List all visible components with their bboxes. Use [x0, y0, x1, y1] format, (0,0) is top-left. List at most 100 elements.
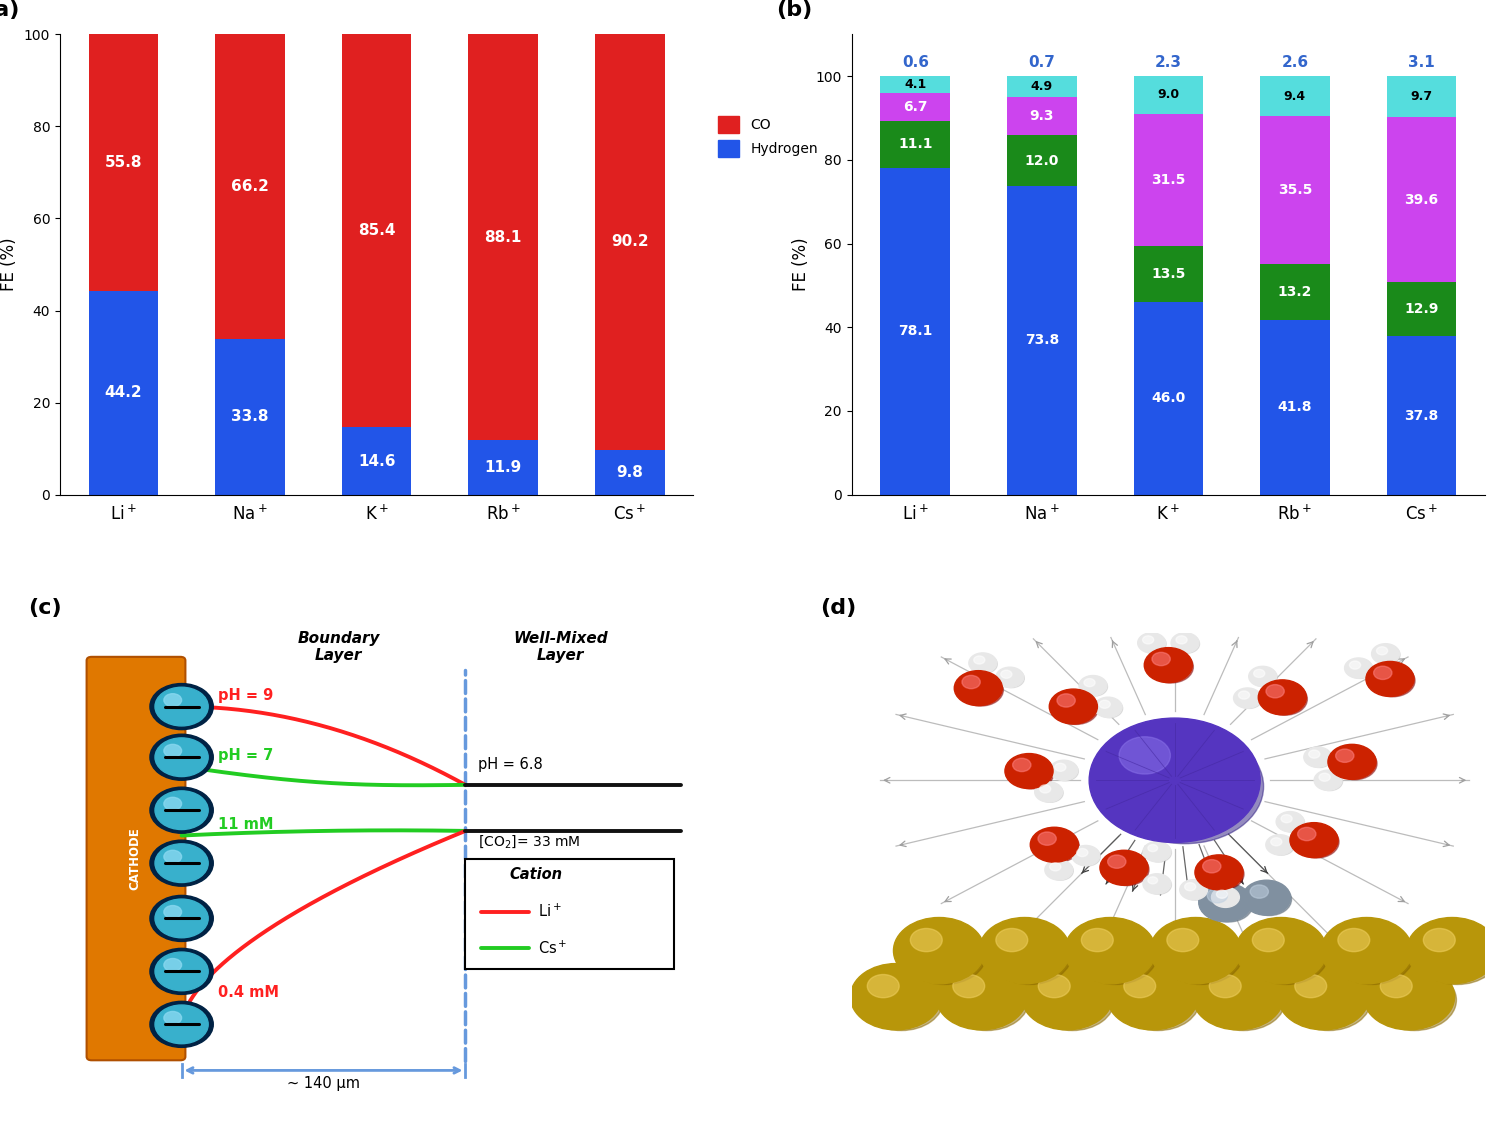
Bar: [880, 76, 950, 93]
Text: 9.3: 9.3: [1029, 109, 1054, 123]
Circle shape: [962, 675, 981, 689]
Circle shape: [1424, 928, 1455, 952]
Text: 9.4: 9.4: [1284, 90, 1306, 103]
Circle shape: [1089, 718, 1260, 843]
Circle shape: [1174, 634, 1200, 654]
Bar: [880, 167, 950, 494]
Circle shape: [1038, 784, 1064, 802]
Bar: [880, 93, 950, 121]
Circle shape: [1094, 697, 1122, 718]
Circle shape: [1242, 880, 1290, 916]
Circle shape: [1172, 633, 1198, 653]
Circle shape: [1263, 683, 1308, 715]
Circle shape: [1149, 650, 1194, 683]
Circle shape: [1038, 975, 1070, 998]
Circle shape: [1054, 693, 1098, 724]
Circle shape: [1290, 822, 1338, 858]
Y-axis label: FE (%): FE (%): [0, 238, 18, 292]
Circle shape: [1030, 969, 1114, 1031]
Text: 0.4 mM: 0.4 mM: [219, 985, 279, 1000]
Circle shape: [1082, 678, 1107, 696]
Text: pH = 7: pH = 7: [219, 747, 273, 762]
Bar: [1134, 302, 1203, 494]
Text: 14.6: 14.6: [358, 453, 396, 468]
Text: 85.4: 85.4: [358, 223, 396, 238]
Circle shape: [1050, 760, 1078, 780]
Circle shape: [1233, 688, 1262, 708]
Circle shape: [1035, 830, 1080, 862]
Bar: [468, 34, 538, 440]
Circle shape: [1035, 781, 1062, 802]
Circle shape: [1047, 861, 1074, 880]
Circle shape: [1209, 975, 1240, 998]
Circle shape: [1000, 670, 1012, 679]
Text: pH = 6.8: pH = 6.8: [478, 756, 543, 772]
Text: 11 mM: 11 mM: [219, 817, 274, 831]
Circle shape: [164, 1011, 182, 1024]
Text: 88.1: 88.1: [484, 230, 522, 245]
Circle shape: [1330, 924, 1414, 984]
Circle shape: [1270, 837, 1282, 846]
Circle shape: [1167, 928, 1198, 952]
Circle shape: [164, 797, 182, 810]
Circle shape: [1278, 964, 1370, 1030]
Circle shape: [1236, 918, 1326, 984]
Circle shape: [1200, 858, 1243, 891]
Circle shape: [1266, 685, 1284, 698]
Circle shape: [1372, 969, 1456, 1031]
Legend: CO, Hydrogen: CO, Hydrogen: [712, 110, 824, 162]
Circle shape: [1322, 918, 1412, 984]
Text: 73.8: 73.8: [1024, 334, 1059, 347]
Circle shape: [1276, 812, 1304, 831]
Text: 37.8: 37.8: [1404, 409, 1438, 423]
Circle shape: [1294, 975, 1326, 998]
Circle shape: [1100, 700, 1110, 708]
Circle shape: [1116, 969, 1200, 1031]
Text: 9.7: 9.7: [1410, 90, 1432, 103]
Circle shape: [1371, 644, 1400, 664]
Circle shape: [1040, 785, 1050, 793]
Text: (c): (c): [28, 598, 62, 618]
Circle shape: [894, 918, 984, 984]
Circle shape: [1202, 969, 1286, 1031]
Circle shape: [1053, 762, 1078, 780]
Circle shape: [1143, 874, 1172, 894]
Circle shape: [154, 952, 209, 991]
Circle shape: [1252, 928, 1284, 952]
Circle shape: [1107, 964, 1198, 1030]
Circle shape: [1150, 918, 1240, 984]
Circle shape: [1074, 847, 1101, 866]
Circle shape: [150, 895, 213, 942]
Bar: [1386, 76, 1456, 116]
Circle shape: [154, 1005, 209, 1043]
Circle shape: [1215, 888, 1240, 908]
Bar: [216, 34, 285, 339]
Text: 4.9: 4.9: [1030, 80, 1053, 92]
Bar: [596, 34, 664, 450]
Bar: [1007, 97, 1077, 136]
Text: pH = 9: pH = 9: [219, 688, 273, 703]
Text: 13.5: 13.5: [1150, 267, 1185, 281]
Circle shape: [1239, 691, 1250, 699]
Circle shape: [1185, 883, 1196, 891]
Circle shape: [954, 671, 1002, 706]
Circle shape: [1192, 964, 1284, 1030]
Circle shape: [1005, 754, 1053, 788]
Circle shape: [1104, 853, 1149, 886]
Circle shape: [859, 969, 944, 1031]
Circle shape: [1084, 679, 1095, 687]
Circle shape: [1380, 975, 1411, 998]
Bar: [1386, 282, 1456, 336]
Circle shape: [1335, 749, 1354, 762]
Text: 33.8: 33.8: [231, 409, 268, 425]
Circle shape: [164, 959, 182, 972]
Circle shape: [1314, 770, 1342, 790]
Bar: [468, 440, 538, 494]
Circle shape: [1364, 964, 1455, 1030]
Circle shape: [1148, 844, 1158, 852]
Circle shape: [1258, 680, 1306, 715]
Text: 35.5: 35.5: [1278, 183, 1312, 197]
Circle shape: [945, 969, 1029, 1031]
Circle shape: [1096, 699, 1122, 718]
Text: 0.7: 0.7: [1029, 55, 1054, 69]
